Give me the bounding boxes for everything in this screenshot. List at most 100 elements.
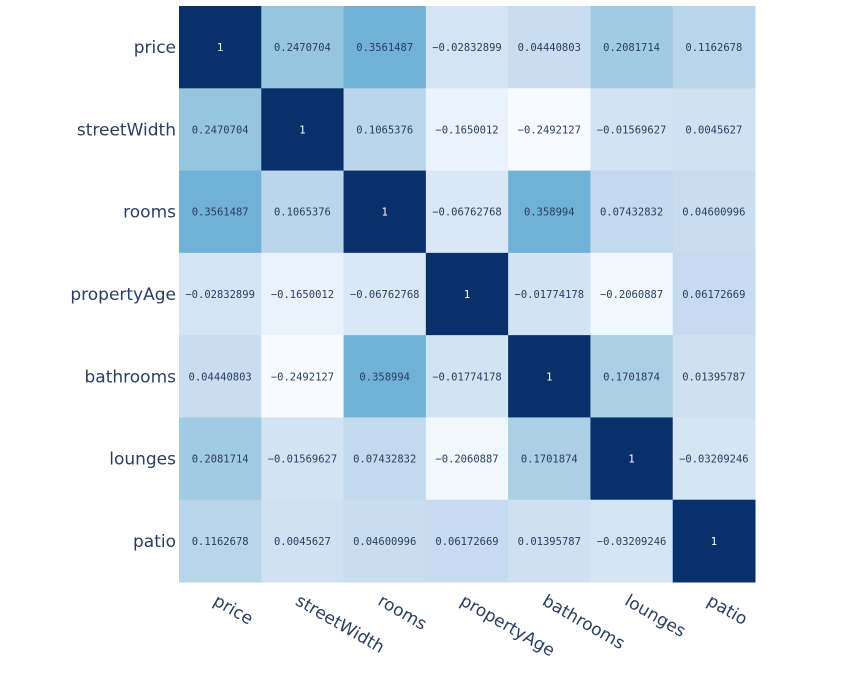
heatmap-cell-lounges-streetWidth (261, 417, 345, 501)
heatmap-cell-value: −0.02832899 (185, 289, 255, 301)
heatmap-cell-value: 1 (628, 454, 634, 466)
x-tick-label-streetWidth: streetWidth (292, 591, 388, 658)
heatmap-cell-value: 0.0045627 (274, 536, 331, 548)
heatmap-cells (179, 6, 756, 583)
y-axis-tick-labels: price streetWidth rooms propertyAge bathroom… (70, 38, 176, 552)
heatmap-cell-rooms-propertyAge (425, 170, 509, 254)
heatmap-cell-streetWidth-bathrooms (508, 88, 591, 172)
heatmap-cell-rooms-rooms (343, 170, 427, 254)
heatmap-cell-value: 0.2081714 (192, 454, 249, 466)
heatmap-cell-streetWidth-patio (672, 88, 756, 172)
heatmap-cell-value: 0.06172669 (435, 536, 498, 548)
heatmap-cell-price-lounges (590, 6, 674, 89)
heatmap-cell-value: 1 (217, 42, 223, 54)
heatmap-cell-value: 0.01395787 (518, 536, 581, 548)
heatmap-cell-value: 1 (711, 536, 717, 548)
heatmap-cell-value: 1 (464, 289, 470, 301)
heatmap-cell-rooms-lounges (590, 170, 674, 254)
heatmap-cell-patio-rooms (343, 499, 427, 583)
heatmap-cell-value: 0.1162678 (685, 42, 742, 54)
heatmap-cell-value: 0.358994 (359, 371, 410, 383)
heatmap-cell-value: −0.03209246 (679, 454, 749, 466)
heatmap-cell-price-patio (672, 6, 756, 89)
heatmap-cell-propertyAge-price (179, 252, 262, 336)
heatmap-cell-propertyAge-lounges (590, 252, 674, 336)
heatmap-cell-value: 1 (382, 207, 388, 219)
heatmap-cell-value: −0.03209246 (597, 536, 667, 548)
heatmap-cell-rooms-streetWidth (261, 170, 345, 254)
heatmap-cell-value: 0.06172669 (682, 289, 745, 301)
heatmap-cell-value: −0.1650012 (271, 289, 334, 301)
heatmap-cell-value: 0.04440803 (189, 371, 252, 383)
heatmap-cell-patio-price (179, 499, 262, 583)
heatmap-cell-price-rooms (343, 6, 427, 89)
y-tick-label-patio: patio (133, 532, 176, 552)
heatmap-cell-value: 0.2470704 (192, 124, 249, 136)
y-tick-label-rooms: rooms (123, 203, 176, 223)
heatmap-cell-value: 0.1065376 (356, 124, 413, 136)
heatmap-cell-value: −0.01569627 (268, 454, 338, 466)
x-tick-label-lounges: lounges (621, 591, 689, 642)
y-tick-label-propertyAge: propertyAge (70, 285, 176, 305)
heatmap-cell-rooms-bathrooms (508, 170, 591, 254)
heatmap-cell-value: 0.2081714 (603, 42, 660, 54)
heatmap-cell-streetWidth-rooms (343, 88, 427, 172)
heatmap-cell-value: 1 (546, 371, 552, 383)
heatmap-cell-bathrooms-lounges (590, 335, 674, 418)
heatmap-cell-value: 0.1162678 (192, 536, 249, 548)
heatmap-cell-value: 0.07432832 (353, 454, 416, 466)
x-tick-label-price: price (210, 591, 257, 629)
heatmap-cell-rooms-patio (672, 170, 756, 254)
heatmap-cell-propertyAge-patio (672, 252, 756, 336)
heatmap-cell-patio-streetWidth (261, 499, 345, 583)
heatmap-cell-value: −0.01774178 (432, 371, 502, 383)
heatmap-cell-lounges-rooms (343, 417, 427, 501)
heatmap-cell-bathrooms-rooms (343, 335, 427, 418)
heatmap-cell-value: −0.2060887 (600, 289, 663, 301)
heatmap-cell-bathrooms-streetWidth (261, 335, 345, 418)
heatmap-cell-price-bathrooms (508, 6, 591, 89)
heatmap-cell-propertyAge-propertyAge (425, 252, 509, 336)
heatmap-cell-propertyAge-bathrooms (508, 252, 591, 336)
heatmap-cell-value: 0.01395787 (682, 371, 745, 383)
heatmap-cell-value: 0.2470704 (274, 42, 331, 54)
heatmap-cell-streetWidth-price (179, 88, 262, 172)
heatmap-cell-value: −0.01569627 (597, 124, 667, 136)
heatmap-cell-patio-lounges (590, 499, 674, 583)
heatmap-cell-bathrooms-patio (672, 335, 756, 418)
heatmap-cell-value: 0.04600996 (682, 207, 745, 219)
y-tick-label-streetWidth: streetWidth (77, 120, 176, 140)
heatmap-cell-value: 0.3561487 (356, 42, 413, 54)
heatmap-cell-lounges-lounges (590, 417, 674, 501)
heatmap-cell-patio-patio (672, 499, 756, 583)
heatmap-cell-labels: 1 0.2470704 0.3561487 −0.02832899 0.04440803… (185, 42, 748, 548)
heatmap-cell-value: 1 (299, 124, 305, 136)
heatmap-cell-propertyAge-streetWidth (261, 252, 345, 336)
heatmap-cell-lounges-bathrooms (508, 417, 591, 501)
heatmap-cell-price-propertyAge (425, 6, 509, 89)
heatmap-cell-patio-bathrooms (508, 499, 591, 583)
heatmap-cell-lounges-patio (672, 417, 756, 501)
heatmap-cell-value: −0.06762768 (350, 289, 420, 301)
heatmap-cell-value: 0.1701874 (603, 371, 660, 383)
heatmap-cell-value: 0.04600996 (353, 536, 416, 548)
heatmap-cell-bathrooms-bathrooms (508, 335, 591, 418)
heatmap-cell-value: −0.2492127 (271, 371, 334, 383)
heatmap-cell-value: 0.3561487 (192, 207, 249, 219)
heatmap-cell-value: 0.1701874 (521, 454, 578, 466)
heatmap-cell-lounges-propertyAge (425, 417, 509, 501)
heatmap-cell-value: 0.1065376 (274, 207, 331, 219)
x-tick-label-patio: patio (703, 591, 750, 630)
heatmap-cell-rooms-price (179, 170, 262, 254)
heatmap-cell-value: −0.01774178 (515, 289, 585, 301)
heatmap-cell-value: 0.04440803 (518, 42, 581, 54)
heatmap-cell-value: 0.07432832 (600, 207, 663, 219)
heatmap-cell-price-streetWidth (261, 6, 345, 89)
heatmap-cell-propertyAge-rooms (343, 252, 427, 336)
y-tick-label-lounges: lounges (109, 450, 176, 470)
heatmap-cell-bathrooms-propertyAge (425, 335, 509, 418)
heatmap-cell-lounges-price (179, 417, 262, 501)
heatmap-cell-value: −0.2060887 (435, 454, 498, 466)
